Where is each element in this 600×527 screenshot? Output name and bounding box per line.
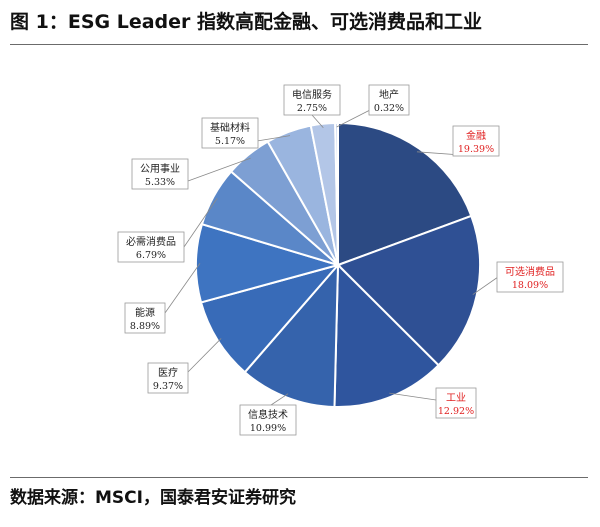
slice-name-label: 工业 — [446, 392, 466, 404]
pie-slice — [199, 263, 341, 374]
slice-name-label: 电信服务 — [292, 88, 332, 101]
slice-name-label: 基础材料 — [210, 121, 250, 134]
pie-slice — [337, 121, 473, 267]
data-label-box — [117, 231, 185, 263]
source-note: 数据来源：MSCI，国泰君安证券研究 — [10, 488, 296, 508]
pie-slice — [243, 262, 340, 408]
slice-name-label: 医疗 — [158, 366, 178, 379]
slice-value-label: 9.37% — [153, 381, 183, 392]
slice-name-label: 地产 — [379, 88, 399, 101]
data-label-box — [147, 362, 189, 394]
slice-name-label: 信息技术 — [248, 408, 288, 421]
pie-slice — [336, 214, 481, 367]
leader-line — [187, 338, 222, 373]
data-label-box — [239, 404, 297, 436]
slice-value-label: 19.39% — [458, 144, 494, 155]
slice-name-label: 能源 — [135, 306, 155, 319]
pie-slice — [333, 262, 440, 408]
slice-name-label: 必需消费品 — [126, 235, 176, 248]
data-label-box — [496, 261, 564, 293]
slice-value-label: 5.17% — [215, 136, 245, 147]
slice-name-label: 可选消费品 — [505, 265, 555, 278]
leader-line — [164, 263, 201, 314]
page-title: 图 1：ESG Leader 指数高配金融、可选消费品和工业 — [10, 11, 482, 33]
leader-line — [187, 157, 251, 182]
leader-line — [336, 109, 371, 128]
bottom-divider — [10, 477, 588, 478]
slice-value-label: 6.79% — [136, 250, 166, 261]
slice-value-label: 8.89% — [130, 321, 160, 332]
slice-value-label: 18.09% — [512, 280, 548, 291]
data-label-box — [201, 117, 259, 149]
leader-line — [311, 114, 324, 129]
leader-line — [183, 198, 218, 248]
slice-value-label: 10.99% — [250, 423, 286, 434]
data-label-box — [283, 84, 341, 116]
data-label-box — [131, 158, 189, 190]
data-label-box — [452, 125, 500, 157]
slice-name-label: 金融 — [466, 129, 486, 142]
top-divider — [10, 44, 588, 45]
slice-name-label: 公用事业 — [140, 162, 180, 175]
pie-slice — [334, 121, 339, 266]
data-label-box — [368, 84, 410, 116]
slice-value-label: 2.75% — [297, 103, 327, 114]
slice-value-label: 5.33% — [145, 177, 175, 188]
data-label-box — [435, 387, 477, 419]
slice-value-label: 12.92% — [438, 406, 474, 417]
leader-line — [256, 135, 291, 142]
leader-line — [389, 392, 437, 401]
leader-line — [472, 276, 499, 295]
slice-value-label: 0.32% — [374, 103, 404, 114]
data-label-box — [124, 302, 166, 334]
